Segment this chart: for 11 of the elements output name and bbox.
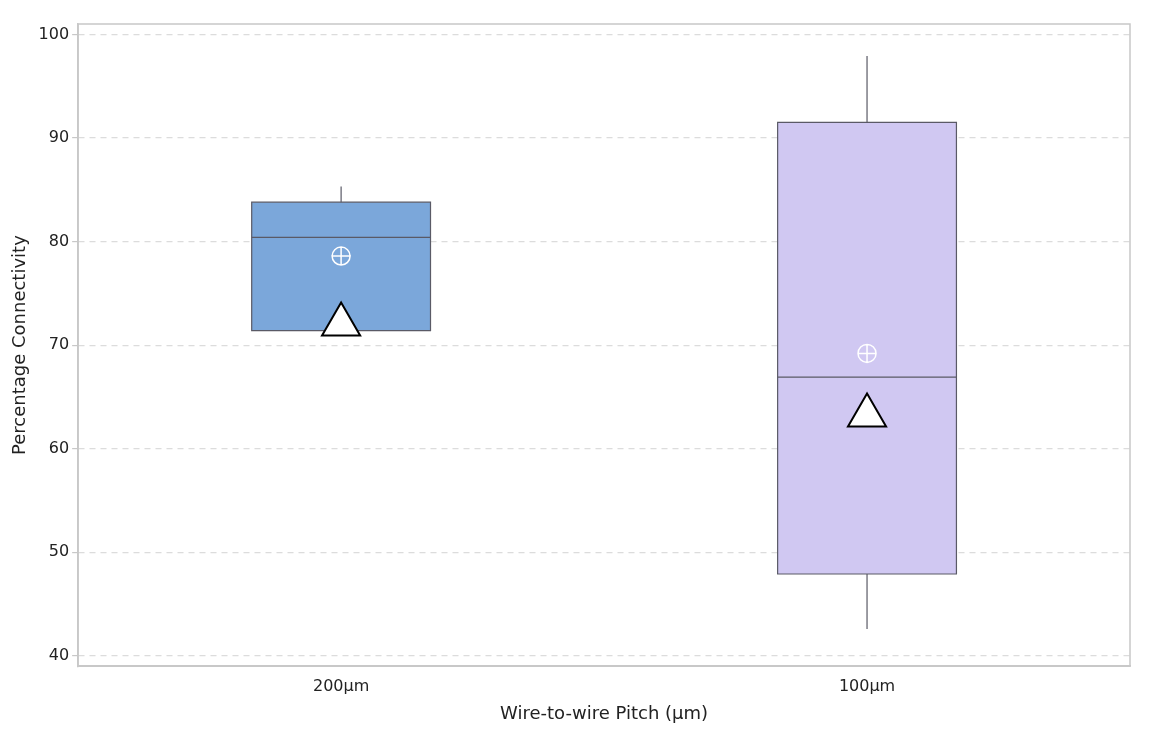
- y-tick-label: 40: [48, 645, 70, 664]
- y-axis-title: Percentage Connectivity: [8, 234, 30, 455]
- x-axis-title: Wire-to-wire Pitch (µm): [500, 701, 709, 723]
- y-tick-label: 70: [48, 334, 70, 354]
- y-tick-label: 100: [38, 23, 70, 43]
- y-tick-label: 60: [48, 437, 70, 457]
- x-tick-label: 100µm: [838, 675, 896, 695]
- y-tick-label: 90: [48, 127, 70, 147]
- y-tick-label: 80: [48, 230, 70, 250]
- x-tick-label: 200µm: [312, 675, 370, 695]
- y-tick-label: 50: [48, 541, 70, 561]
